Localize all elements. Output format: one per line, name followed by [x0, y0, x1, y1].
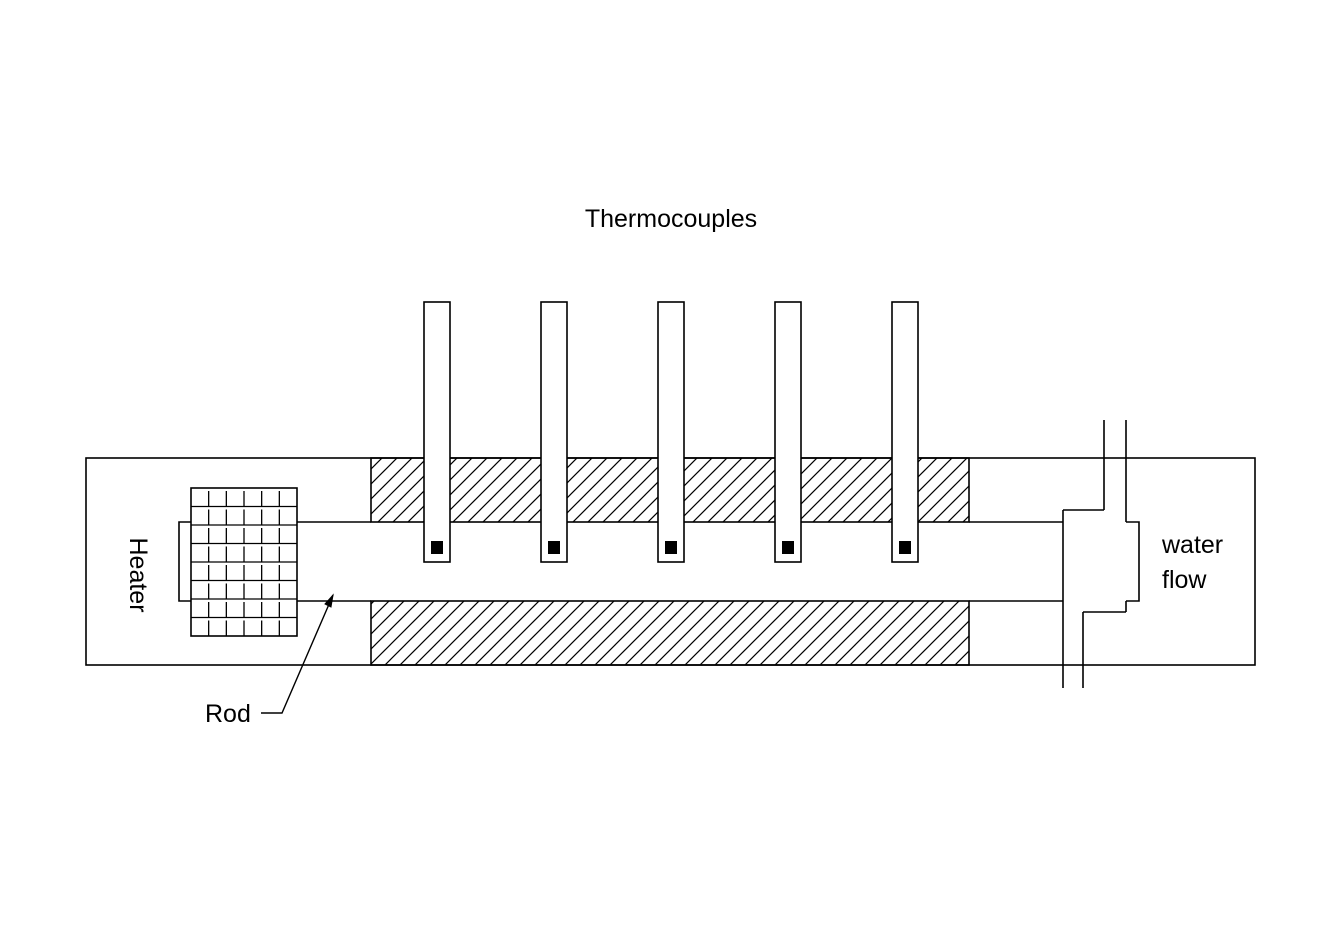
heater-bracket: [178, 521, 191, 602]
rod-leader-arrow: [261, 593, 334, 714]
thermocouple-probe-2: [540, 301, 568, 563]
thermocouple-sensor-tip-2: [548, 541, 560, 554]
thermocouple-probe-3: [657, 301, 685, 563]
thermocouple-sensor-tip-5: [899, 541, 911, 554]
thermocouples-label: Thermocouples: [585, 205, 757, 233]
thermocouple-group: [423, 301, 919, 563]
water-flow-label-line2: flow: [1162, 566, 1207, 594]
thermocouple-sensor-tip-4: [782, 541, 794, 554]
thermocouple-probe-5: [891, 301, 919, 563]
heater-label: Heater: [124, 537, 152, 612]
insulation-bottom: [370, 600, 970, 666]
water-flow-pipes: [1062, 420, 1140, 688]
heater-grid-icon: [190, 487, 298, 637]
thermocouple-sensor-tip-1: [431, 541, 443, 554]
thermocouple-sensor-tip-3: [665, 541, 677, 554]
rod-label: Rod: [205, 700, 251, 728]
thermocouple-probe-1: [423, 301, 451, 563]
water-flow-label-line1: water: [1161, 531, 1223, 559]
thermocouple-probe-4: [774, 301, 802, 563]
